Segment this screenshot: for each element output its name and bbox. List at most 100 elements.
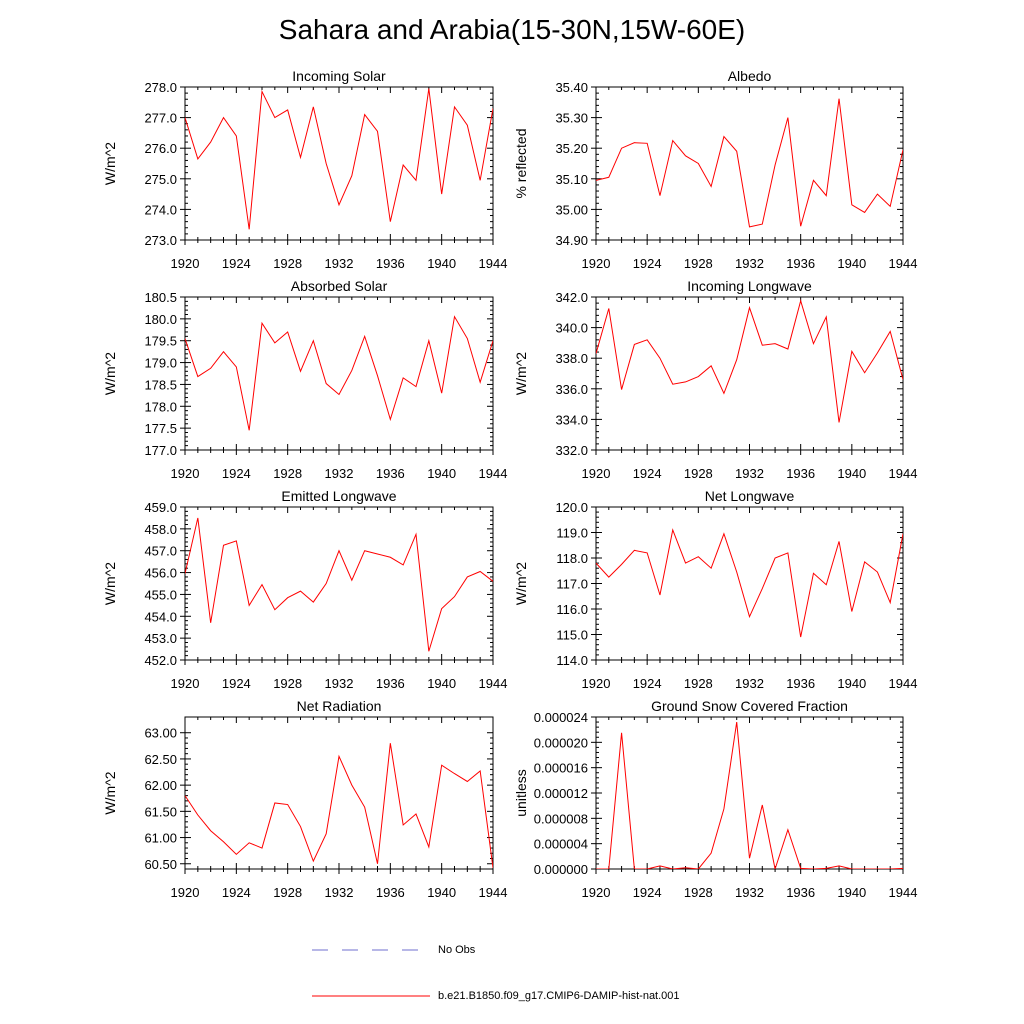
x-tick-label: 1936	[376, 256, 405, 271]
x-tick-label: 1920	[582, 256, 611, 271]
panel-title: Incoming Longwave	[687, 278, 812, 294]
panel-title: Incoming Solar	[292, 68, 386, 84]
panel-frame	[595, 296, 904, 451]
x-tick-label: 1940	[427, 256, 456, 271]
y-tick-label: 35.40	[555, 80, 588, 95]
x-tick-label: 1932	[735, 885, 764, 900]
y-tick-label: 458.0	[144, 522, 177, 537]
y-tick-label: 0.000008	[534, 811, 588, 826]
y-tick-label: 332.0	[555, 443, 588, 458]
x-tick-label: 1936	[786, 466, 815, 481]
y-tick-label: 459.0	[144, 500, 177, 515]
y-tick-label: 120.0	[555, 500, 588, 515]
y-tick-label: 177.0	[144, 443, 177, 458]
panel-frame	[184, 716, 494, 870]
y-tick-label: 457.0	[144, 544, 177, 559]
x-tick-label: 1928	[684, 256, 713, 271]
legend-obs-label: No Obs	[438, 944, 476, 956]
x-tick-label: 1928	[273, 466, 302, 481]
panel-title: Albedo	[728, 68, 772, 84]
x-tick-label: 1924	[633, 466, 662, 481]
x-tick-label: 1932	[325, 256, 354, 271]
y-tick-label: 62.00	[144, 778, 177, 793]
panel-frame	[595, 506, 904, 661]
y-tick-label: 180.0	[144, 312, 177, 327]
x-tick-label: 1944	[479, 885, 508, 900]
y-axis-label: W/m^2	[513, 352, 529, 395]
y-tick-label: 340.0	[555, 321, 588, 336]
x-tick-label: 1920	[582, 466, 611, 481]
x-tick-label: 1924	[222, 466, 251, 481]
series-line	[596, 721, 903, 869]
x-tick-label: 1944	[889, 466, 918, 481]
y-tick-label: 119.0	[556, 526, 588, 541]
y-tick-label: 35.00	[555, 202, 588, 217]
y-tick-label: 273.0	[144, 233, 177, 248]
x-tick-label: 1940	[427, 676, 456, 691]
panel-title: Absorbed Solar	[291, 278, 388, 294]
y-axis-label: W/m^2	[102, 142, 118, 185]
y-tick-label: 274.0	[144, 202, 177, 217]
x-tick-label: 1944	[889, 256, 918, 271]
x-tick-label: 1924	[633, 256, 662, 271]
y-tick-label: 454.0	[144, 609, 177, 624]
legend-model-label: b.e21.B1850.f09_g17.CMIP6-DAMIP-hist-nat…	[438, 990, 680, 1002]
y-axis-label: W/m^2	[102, 771, 118, 814]
x-tick-label: 1936	[376, 466, 405, 481]
y-tick-label: 334.0	[555, 412, 588, 427]
x-tick-label: 1936	[786, 256, 815, 271]
y-tick-label: 179.0	[144, 356, 177, 371]
panel-8: Ground Snow Covered Fraction unitless 1920…	[513, 698, 917, 900]
x-tick-label: 1944	[479, 466, 508, 481]
panel-2: Albedo % reflected 1920 1924 1928 1932 1936 194…	[513, 68, 917, 271]
y-axis-label: W/m^2	[102, 352, 118, 395]
x-tick-label: 1920	[582, 676, 611, 691]
figure-title: Sahara and Arabia(15-30N,15W-60E)	[278, 14, 746, 45]
x-tick-label: 1928	[273, 885, 302, 900]
x-tick-label: 1940	[837, 885, 866, 900]
y-tick-label: 179.5	[144, 334, 177, 349]
x-tick-label: 1936	[786, 676, 815, 691]
panel-7: Net Radiation W/m^2 1920 1924 1928 1932 1936 19…	[102, 698, 507, 900]
panel-1: Incoming Solar W/m^2 1920 1924 1928 1932 1936 1…	[102, 68, 507, 271]
panel-frame	[184, 86, 494, 241]
x-tick-label: 1932	[325, 466, 354, 481]
y-axis-label: % reflected	[513, 128, 529, 198]
series-line	[185, 315, 493, 431]
series-line	[596, 528, 903, 638]
panel-frame	[184, 296, 494, 451]
y-tick-label: 116.0	[556, 602, 588, 617]
y-tick-label: 178.0	[144, 399, 177, 414]
x-tick-label: 1940	[427, 466, 456, 481]
x-tick-label: 1924	[222, 256, 251, 271]
y-tick-label: 0.000024	[534, 710, 588, 725]
panel-6: Net Longwave W/m^2 1920 1924 1928 1932 1936 194…	[513, 488, 917, 691]
y-tick-label: 0.000000	[534, 862, 588, 877]
y-tick-label: 452.0	[144, 653, 177, 668]
panel-frame	[595, 716, 904, 870]
series-line	[185, 517, 493, 652]
x-tick-label: 1936	[376, 676, 405, 691]
y-tick-label: 114.0	[556, 653, 588, 668]
x-tick-label: 1940	[427, 885, 456, 900]
x-tick-label: 1924	[633, 885, 662, 900]
x-tick-label: 1940	[837, 256, 866, 271]
x-tick-label: 1932	[735, 256, 764, 271]
x-tick-label: 1944	[889, 885, 918, 900]
y-tick-label: 118.0	[556, 551, 588, 566]
x-tick-label: 1928	[273, 256, 302, 271]
y-axis-label: unitless	[513, 769, 529, 816]
y-tick-label: 456.0	[144, 566, 177, 581]
y-tick-label: 63.00	[144, 726, 177, 741]
x-tick-label: 1936	[786, 885, 815, 900]
panel-frame	[184, 506, 494, 661]
y-tick-label: 0.000020	[534, 735, 588, 750]
x-tick-label: 1920	[171, 676, 200, 691]
y-tick-label: 0.000016	[534, 761, 588, 776]
panel-5: Emitted Longwave W/m^2 1920 1924 1928 1932 193…	[102, 488, 507, 691]
x-tick-label: 1932	[325, 885, 354, 900]
series-line	[596, 298, 903, 423]
x-tick-label: 1944	[479, 256, 508, 271]
